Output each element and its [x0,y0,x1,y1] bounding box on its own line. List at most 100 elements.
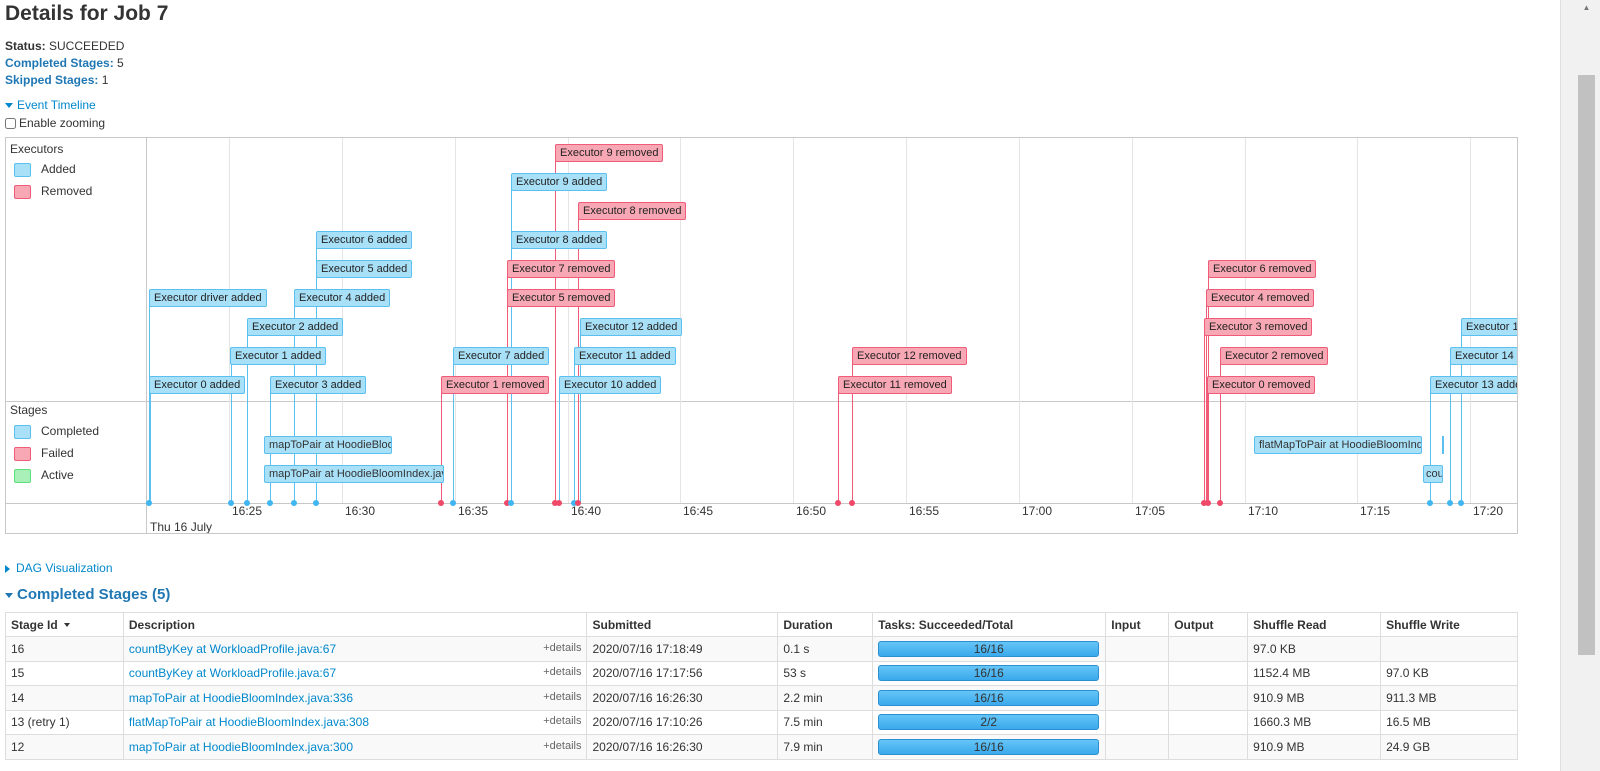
header-stage-id[interactable]: Stage Id [5,612,124,637]
added-swatch [14,162,31,177]
executor-event[interactable]: Executor 7 removed [507,260,616,278]
executor-event[interactable]: Executor 9 added [511,173,608,191]
executor-event[interactable]: Executor 2 added [247,318,344,336]
description-cell: countByKey at WorkloadProfile.java:67 +de… [122,660,588,686]
axis-group-spacer [6,503,147,533]
executor-event[interactable]: Executor 6 removed [1208,260,1317,278]
tasks-cell: 16/16 [872,636,1107,662]
event-stem [574,356,575,503]
stage-description-link[interactable]: mapToPair at HoodieBloomIndex.java:300 [128,739,354,754]
header-shuffle-write[interactable]: Shuffle Write [1380,612,1518,637]
executor-event[interactable]: Executor 12 added [580,318,683,336]
shuffle-write: 97.0 KB [1380,660,1518,686]
executor-event[interactable]: Executor 2 removed [1220,347,1329,365]
table-row: 13 (retry 1) flatMapToPair at HoodieBloo… [5,709,1518,735]
details-toggle[interactable]: +details [543,715,582,728]
duration: 53 s [777,660,874,686]
executor-event[interactable]: Executor 14 a [1450,347,1517,365]
executor-event[interactable]: Executor 5 added [316,260,413,278]
header-description[interactable]: Description [122,612,588,637]
header-submitted[interactable]: Submitted [586,612,779,637]
skipped-stages-link[interactable]: Skipped Stages: [5,73,99,87]
executor-event[interactable]: Executor 10 added [559,376,662,394]
description-cell: mapToPair at HoodieBloomIndex.java:300 +d… [122,734,588,760]
legend-completed: Completed [14,424,99,439]
executors-title: Executors [10,142,64,156]
axis-divider [6,503,1517,504]
executor-event[interactable]: Executor 1 [1461,318,1517,336]
executor-event[interactable]: Executor 3 removed [1204,318,1313,336]
executor-event[interactable]: Executor 12 removed [852,347,967,365]
executor-event[interactable]: Executor 0 removed [1207,376,1316,394]
event-dot [556,500,562,506]
shuffle-write [1380,636,1518,662]
stage-description-link[interactable]: flatMapToPair at HoodieBloomIndex.java:3… [128,715,370,730]
executor-event[interactable]: Executor 1 removed [441,376,550,394]
event-dot [1217,500,1223,506]
executors-group: Executors Added Removed [6,138,147,401]
event-timeline[interactable]: Executors Added Removed Stages Completed… [5,137,1518,534]
event-dot [552,500,558,506]
executor-event[interactable]: Executor 13 added [1430,376,1517,394]
details-toggle[interactable]: +details [543,641,582,654]
vertical-scrollbar[interactable]: ▲ [1560,0,1600,771]
executor-event[interactable]: Executor 8 removed [578,202,687,220]
output [1168,734,1249,760]
executor-event[interactable]: Executor 1 added [230,347,327,365]
event-dot [267,500,273,506]
details-toggle[interactable]: +details [543,739,582,752]
executor-event[interactable]: Executor driver added [149,289,267,307]
executor-event[interactable]: Executor 8 added [511,231,608,249]
removed-swatch [14,184,31,199]
executor-event[interactable]: Executor 0 added [149,376,246,394]
dag-visualization-label: DAG Visualization [16,561,113,575]
enable-zooming-checkbox[interactable] [5,118,16,130]
executor-event[interactable]: Executor 5 removed [507,289,616,307]
stage-description-link[interactable]: mapToPair at HoodieBloomIndex.java:336 [128,690,354,705]
gridline [568,138,569,503]
stage-event[interactable]: mapToPair at HoodieBloom [264,436,392,454]
details-toggle[interactable]: +details [543,690,582,703]
completed-stages-header[interactable]: Completed Stages (5) [5,586,170,603]
executor-event[interactable]: Executor 11 added [574,347,676,365]
executor-event[interactable]: Executor 4 added [294,289,391,307]
executor-event[interactable]: Executor 7 added [453,347,550,365]
event-dot [291,500,297,506]
header-shuffle-read[interactable]: Shuffle Read [1247,612,1382,637]
header-tasks[interactable]: Tasks: Succeeded/Total [872,612,1107,637]
header-input[interactable]: Input [1105,612,1170,637]
gridline [793,138,794,503]
event-stem [1206,298,1207,503]
caret-down-icon [5,592,13,598]
executor-event[interactable]: Executor 9 removed [555,144,664,162]
axis-date-label: Thu 16 July [150,520,213,534]
stage-description-link[interactable]: countByKey at WorkloadProfile.java:67 [128,666,337,681]
completed-stages-link[interactable]: Completed Stages: [5,56,114,70]
duration: 0.1 s [777,636,874,662]
executor-event[interactable]: Executor 3 added [270,376,367,394]
header-output[interactable]: Output [1168,612,1249,637]
stage-event[interactable]: flatMapToPair at HoodieBloomInde [1254,436,1422,454]
gridline [906,138,907,503]
event-timeline-toggle[interactable]: Event Timeline [5,98,96,112]
stage-event[interactable]: mapToPair at HoodieBloomIndex.java [264,465,444,483]
skipped-stages-line[interactable]: Skipped Stages: 1 [5,73,108,87]
stage-description-link[interactable]: countByKey at WorkloadProfile.java:67 [128,641,337,656]
executor-event[interactable]: Executor 11 removed [838,376,952,394]
header-duration[interactable]: Duration [777,612,874,637]
group-divider [6,401,1517,402]
scrollbar-thumb[interactable] [1578,75,1595,655]
enable-zooming-control[interactable]: Enable zooming [5,116,105,130]
executor-event[interactable]: Executor 4 removed [1206,289,1315,307]
details-toggle[interactable]: +details [543,666,582,679]
scroll-up-arrow-icon[interactable]: ▲ [1582,3,1591,12]
legend-failed-label: Failed [41,446,74,460]
executor-event[interactable]: Executor 6 added [316,231,413,249]
dag-visualization-toggle[interactable]: DAG Visualization [5,561,113,575]
stage-event[interactable]: cou [1423,465,1443,483]
event-dot [228,500,234,506]
event-stem [441,385,442,503]
sort-desc-icon [63,623,70,628]
output [1168,660,1249,686]
completed-stages-line[interactable]: Completed Stages: 5 [5,56,124,70]
